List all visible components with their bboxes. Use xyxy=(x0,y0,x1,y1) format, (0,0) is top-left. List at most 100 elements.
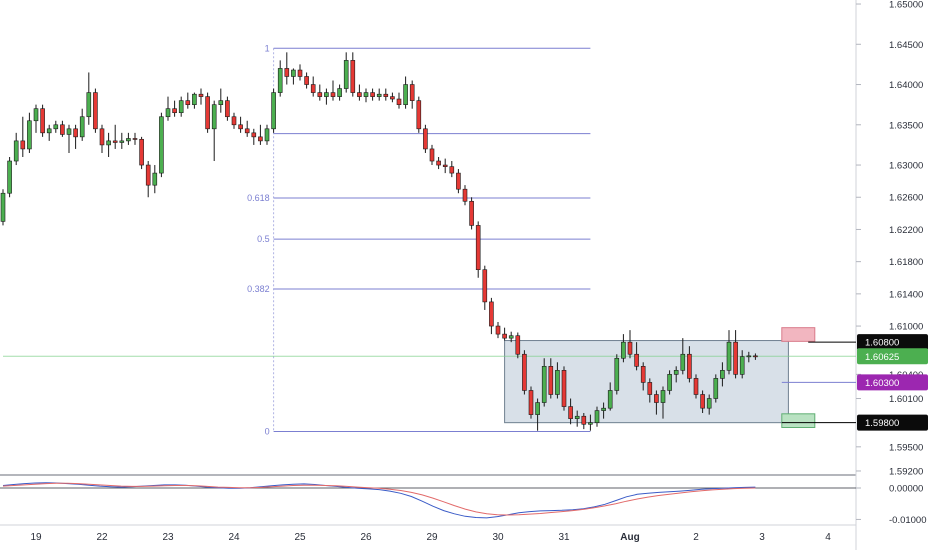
price-tick-label: 1.61000 xyxy=(889,322,923,333)
candle-body xyxy=(654,394,659,403)
oscillator-axis-label: 0.00000 xyxy=(889,484,923,495)
candle-body xyxy=(555,370,560,395)
candle-body xyxy=(225,100,230,118)
candle-body xyxy=(396,98,402,105)
price-tick-label: 1.61800 xyxy=(889,257,923,268)
candle-body xyxy=(46,128,52,134)
candle-body xyxy=(700,394,705,409)
candle-body xyxy=(33,108,39,122)
candle-body xyxy=(330,92,336,97)
candle-body xyxy=(264,128,270,142)
candle-body xyxy=(409,84,415,101)
price-tick-label: 1.64500 xyxy=(889,40,923,51)
date-axis-label: 2 xyxy=(693,532,699,543)
price-tick-label: 1.60100 xyxy=(889,394,923,405)
candle-body xyxy=(112,140,118,143)
candle-body xyxy=(99,128,105,146)
candle-body xyxy=(357,92,362,97)
candle-body xyxy=(277,68,283,93)
candle-body xyxy=(383,93,389,97)
candle-body xyxy=(528,390,534,415)
candle-body xyxy=(739,356,745,375)
fib-level-label: 1 xyxy=(265,43,270,53)
candle-body xyxy=(449,166,455,174)
candle-body xyxy=(152,172,158,186)
candle-body xyxy=(733,341,738,375)
candle-body xyxy=(753,355,758,358)
candle-body xyxy=(60,124,65,135)
candle-body xyxy=(403,84,408,105)
date-axis-label: 22 xyxy=(96,532,108,543)
candle-body xyxy=(79,116,85,138)
price-tick-label: 1.63000 xyxy=(889,161,923,172)
candle-body xyxy=(363,92,369,97)
candle-body xyxy=(594,410,600,423)
candle-body xyxy=(0,192,6,222)
date-axis-label: 29 xyxy=(426,532,438,543)
candle-body xyxy=(297,69,303,77)
price-label-badge xyxy=(857,374,928,391)
price-label-text: 1.60300 xyxy=(865,378,899,389)
price-tick-label: 1.62200 xyxy=(889,225,923,236)
candle-body xyxy=(370,92,375,97)
candle-body xyxy=(7,160,12,194)
candle-body xyxy=(27,120,32,150)
candle-body xyxy=(667,374,672,391)
candle-body xyxy=(376,93,382,97)
candle-body xyxy=(106,140,111,146)
date-axis-label: 31 xyxy=(558,532,570,543)
candle-body xyxy=(119,140,125,143)
candle-body xyxy=(614,357,620,391)
candle-body xyxy=(627,341,633,355)
candle-body xyxy=(634,353,639,367)
candle-body xyxy=(343,60,349,89)
price-tick-label: 1.62600 xyxy=(889,193,923,204)
fib-level-label: 0.618 xyxy=(247,193,270,203)
candle-body xyxy=(185,100,191,105)
candle-body xyxy=(726,341,732,371)
fib-level-label: 0 xyxy=(265,427,270,437)
date-axis-label: 4 xyxy=(825,532,831,543)
target-zone-box xyxy=(781,413,816,429)
fib-level-label: 0.5 xyxy=(257,234,270,244)
candle-body xyxy=(53,124,59,130)
candle-body xyxy=(126,138,131,142)
price-tick-label: 1.59500 xyxy=(889,442,923,453)
candle-body xyxy=(390,96,395,100)
oscillator-axis-label: -0.01000 xyxy=(889,515,927,526)
date-axis-label: 25 xyxy=(294,532,306,543)
candle-body xyxy=(73,128,78,138)
candle-body xyxy=(601,407,606,411)
candle-body xyxy=(211,104,217,130)
candle-body xyxy=(535,402,540,415)
range-box xyxy=(504,340,789,424)
candle-body xyxy=(462,188,468,202)
candle-body xyxy=(621,341,626,359)
candle-body xyxy=(548,366,554,395)
price-tick-label: 1.64000 xyxy=(889,80,923,91)
candle-body xyxy=(350,60,356,93)
candle-body xyxy=(218,100,224,105)
oscillator-series-signal xyxy=(2,482,756,516)
date-axis-label: 24 xyxy=(228,532,240,543)
candle-body xyxy=(165,108,171,118)
candle-body xyxy=(522,353,527,391)
candle-body xyxy=(271,92,276,130)
fib-level-label: 0.382 xyxy=(247,284,270,294)
candle-body xyxy=(713,378,719,399)
candle-body xyxy=(93,92,98,130)
candle-body xyxy=(304,76,309,85)
candle-body xyxy=(640,366,646,383)
candle-body xyxy=(495,325,501,335)
candle-body xyxy=(178,100,184,114)
candle-body xyxy=(482,269,488,303)
date-axis-label: 23 xyxy=(162,532,174,543)
candle-body xyxy=(508,335,514,339)
candle-body xyxy=(284,68,290,77)
candle-body xyxy=(20,140,26,150)
candle-body xyxy=(475,225,481,271)
candle-body xyxy=(66,128,72,135)
date-axis-label: 19 xyxy=(30,532,42,543)
candle-body xyxy=(238,124,243,130)
